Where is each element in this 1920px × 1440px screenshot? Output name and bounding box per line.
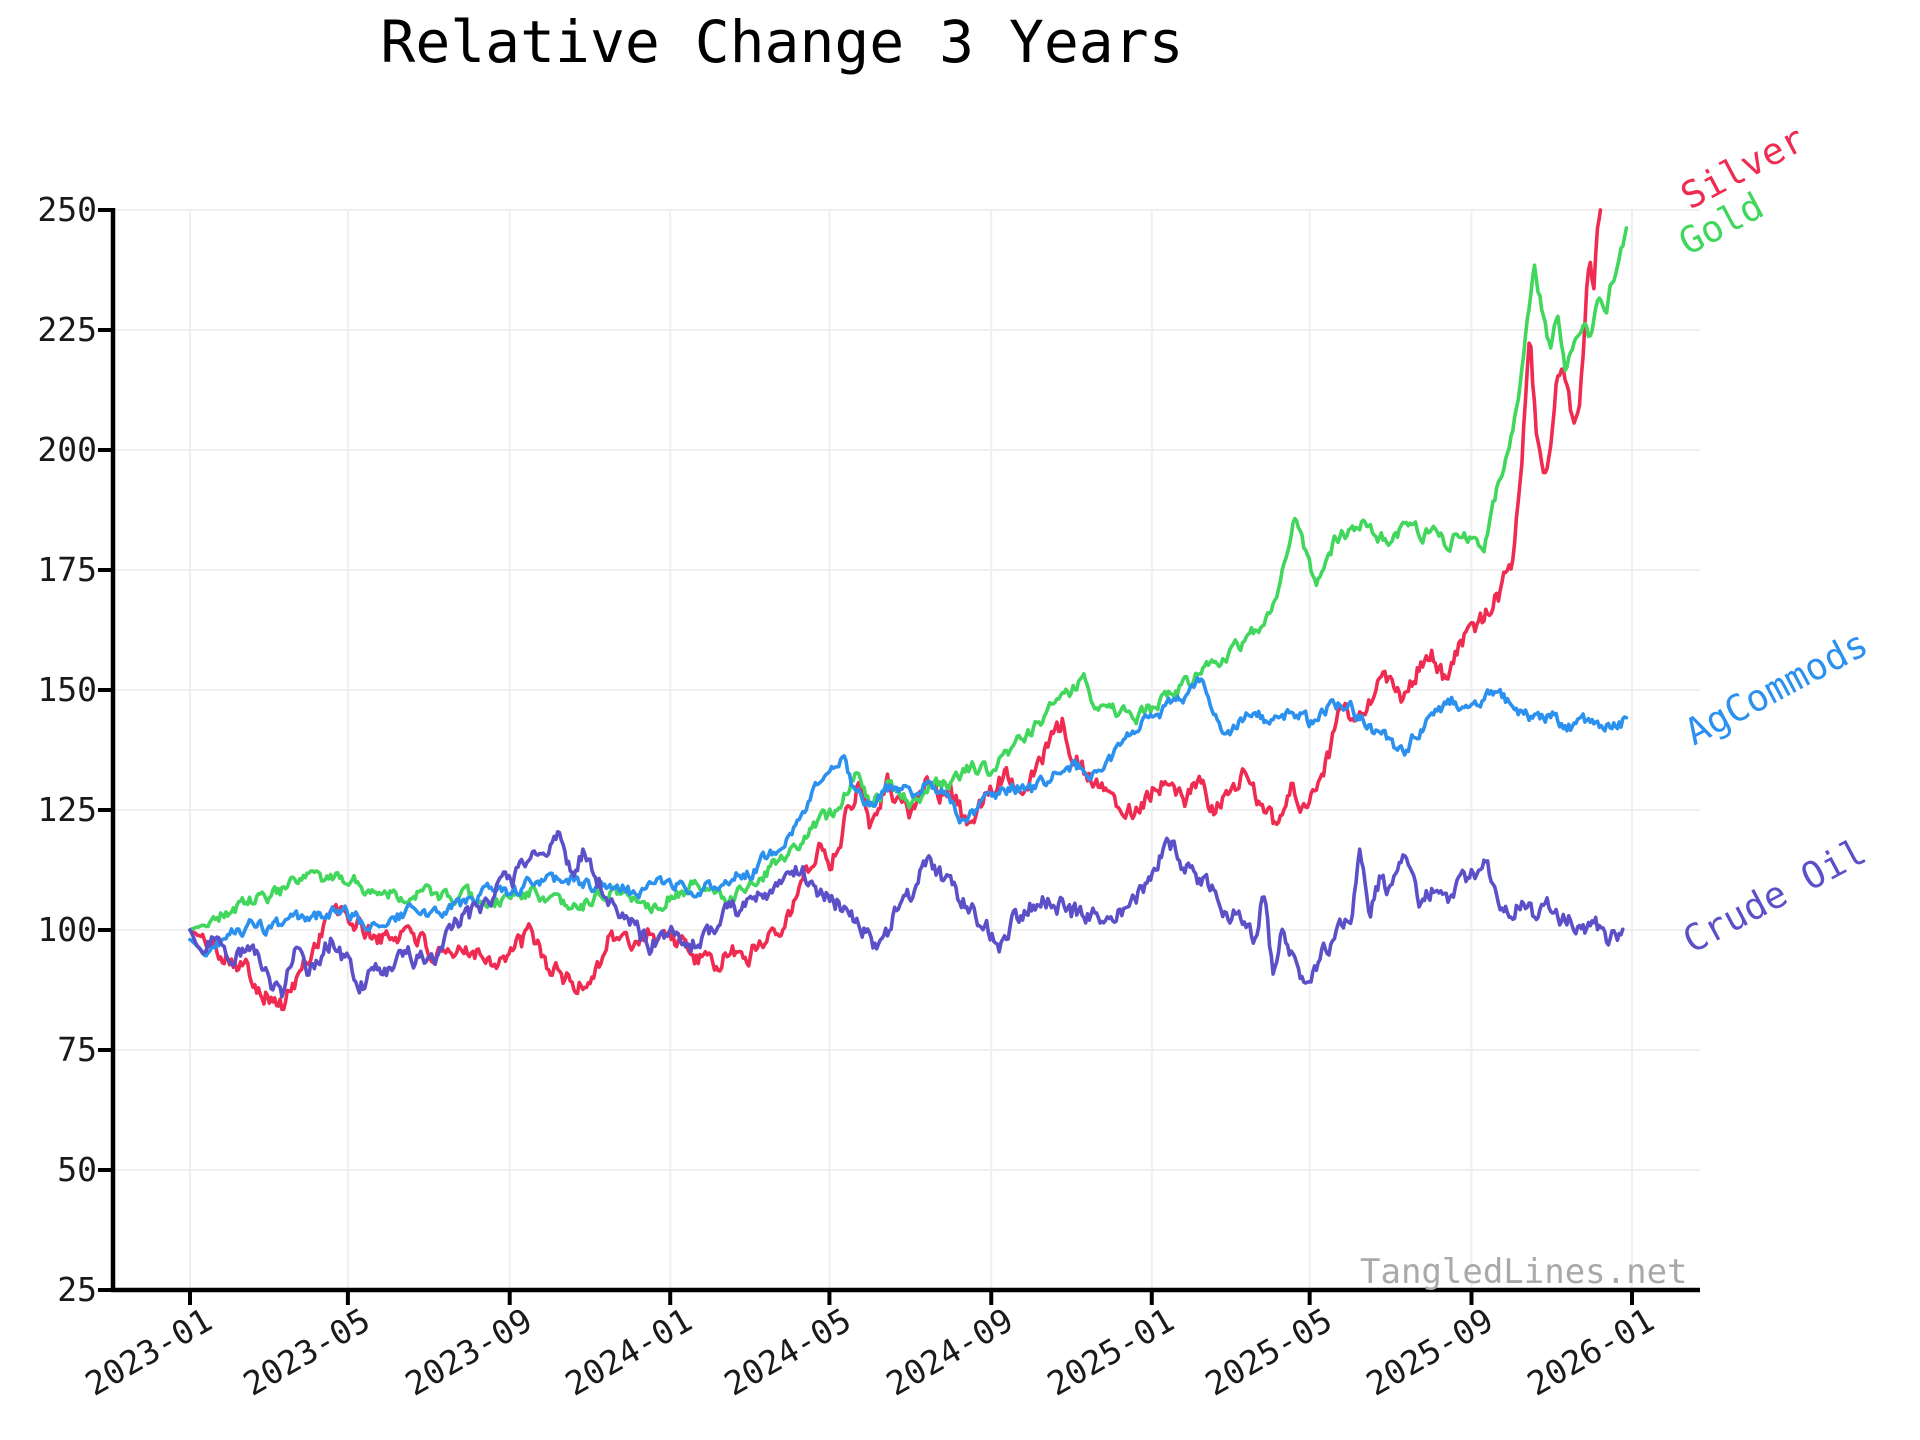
y-tick-label-200: 200 (37, 430, 97, 469)
watermark: TangledLines.net (1360, 1252, 1688, 1292)
series-line-crude-oil (188, 829, 1625, 999)
y-tick-label-150: 150 (37, 670, 97, 709)
y-tick-label-50: 50 (57, 1150, 97, 1189)
chart-title: Relative Change 3 Years (380, 8, 1184, 76)
y-tick-label-225: 225 (37, 310, 97, 349)
series-lines (188, 208, 1629, 1012)
y-tick-label-175: 175 (37, 550, 97, 589)
y-tick-label-125: 125 (37, 790, 97, 829)
y-tick-label-250: 250 (37, 190, 97, 229)
y-tick-label-100: 100 (37, 910, 97, 949)
series-line-agcommods (188, 676, 1629, 958)
series-line-gold (188, 226, 1629, 932)
axes (98, 208, 1700, 1305)
y-tick-label-75: 75 (57, 1030, 97, 1069)
y-tick-label-25: 25 (57, 1270, 97, 1309)
gridlines (113, 209, 1700, 1291)
series-line-silver (188, 208, 1603, 1012)
